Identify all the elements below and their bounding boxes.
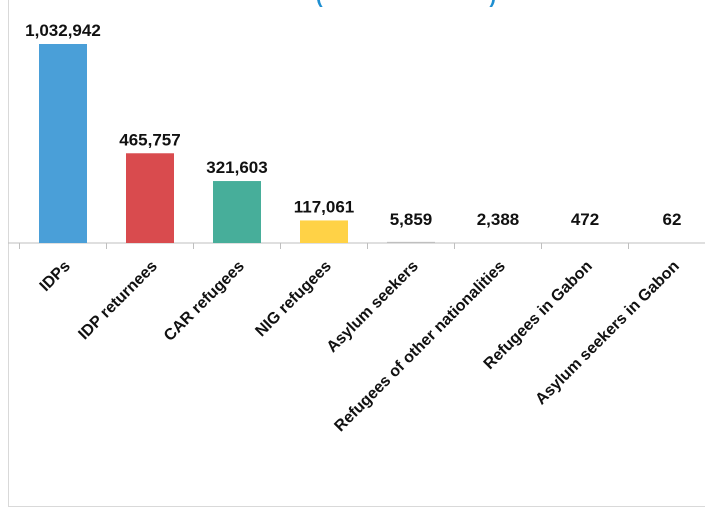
category-label-asylum-seekers: Asylum seekers bbox=[324, 258, 422, 356]
value-label-refugees-in-gabon: 472 bbox=[571, 210, 599, 229]
bar-car-refugees bbox=[213, 181, 261, 243]
value-label-idp-returnees: 465,757 bbox=[119, 130, 180, 149]
bar-asylum-seekers bbox=[387, 242, 435, 243]
value-labels: 1,032,942 465,757 321,603 117,061 5,859 2,388… bbox=[25, 21, 681, 229]
value-label-nig-refugees: 117,061 bbox=[294, 197, 355, 216]
value-label-idps: 1,032,942 bbox=[25, 21, 101, 40]
value-label-asylum-seekers: 5,859 bbox=[390, 210, 433, 229]
category-labels: IDPs IDP returnees CAR refugees NIG refugee… bbox=[37, 258, 683, 435]
bar-idp-returnees bbox=[126, 153, 174, 243]
bar-idps bbox=[39, 44, 87, 243]
category-label-asylum-seekers-in-gabon: Asylum seekers in Gabon bbox=[532, 258, 682, 408]
category-label-idp-returnees: IDP returnees bbox=[75, 258, 160, 343]
value-label-refugees-of-other-nationalities: 2,388 bbox=[477, 210, 520, 229]
bar-nig-refugees bbox=[300, 220, 348, 243]
category-label-idps: IDPs bbox=[37, 258, 74, 295]
x-axis-ticks bbox=[20, 243, 707, 249]
value-label-car-refugees: 321,603 bbox=[206, 158, 267, 177]
category-label-refugees-of-other-nationalities: Refugees of other nationalities bbox=[331, 258, 508, 435]
category-label-nig-refugees: NIG refugees bbox=[252, 258, 335, 341]
category-label-car-refugees: CAR refugees bbox=[161, 258, 248, 345]
value-label-asylum-seekers-in-gabon: 62 bbox=[663, 210, 682, 229]
